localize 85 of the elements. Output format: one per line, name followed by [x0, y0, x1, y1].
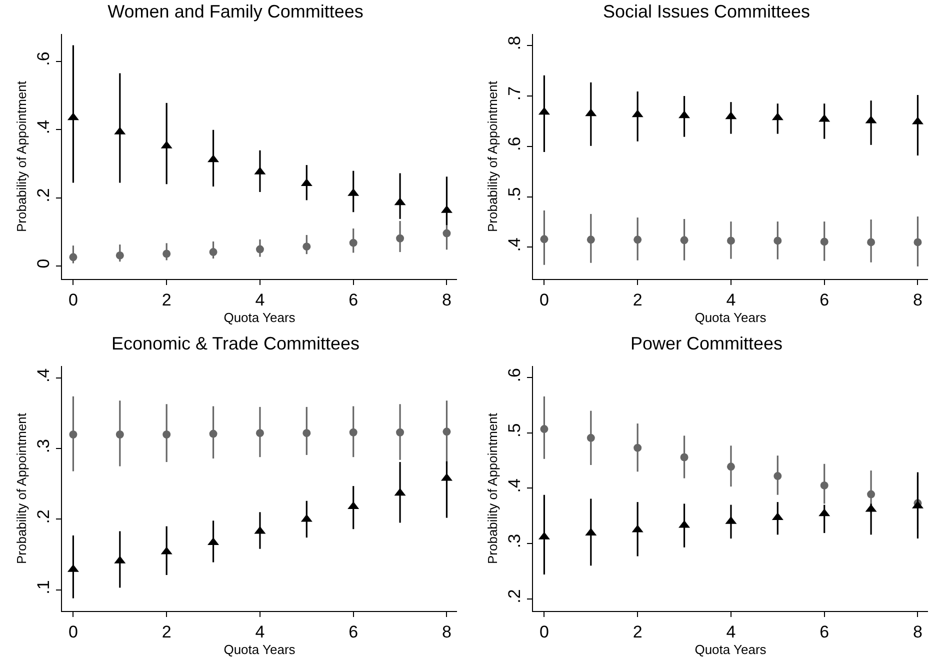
point: [540, 425, 548, 434]
point: [256, 245, 264, 254]
point: [396, 428, 404, 436]
point: [726, 462, 735, 471]
point: [69, 253, 78, 262]
x-tick-label: 0: [539, 622, 549, 642]
point: [914, 238, 922, 246]
x-tick-label: 8: [442, 290, 452, 310]
point: [820, 238, 828, 246]
point: [69, 430, 78, 438]
point: [396, 234, 404, 242]
y-tick-label: .4: [505, 478, 524, 493]
y-axis-title: Probability of Appointment: [485, 80, 500, 232]
point: [586, 434, 595, 442]
chart-title: Economic & Trade Committees: [111, 334, 360, 354]
x-tick-label: 6: [820, 622, 830, 642]
x-tick-label: 8: [912, 622, 922, 642]
x-tick-label: 4: [255, 622, 265, 642]
y-tick-label: .8: [505, 36, 524, 50]
x-axis-title: Quota Years: [694, 310, 767, 325]
point: [634, 236, 642, 244]
y-tick-label: 0: [34, 258, 54, 268]
y-tick-label: .5: [505, 423, 524, 438]
x-tick-label: 6: [820, 290, 830, 310]
point: [302, 429, 311, 438]
y-tick-label: .3: [34, 438, 54, 454]
y-tick-label: .6: [505, 136, 524, 151]
point: [162, 430, 171, 438]
point: [680, 236, 688, 244]
chart-title: Women and Family Committees: [108, 2, 364, 22]
point: [867, 238, 876, 246]
point: [680, 453, 688, 462]
point: [634, 444, 642, 452]
x-tick-label: 2: [162, 622, 172, 642]
y-tick-label: .7: [505, 86, 524, 101]
y-tick-label: .4: [505, 238, 524, 252]
point: [774, 236, 782, 245]
point: [726, 236, 735, 245]
point: [349, 238, 358, 247]
point: [442, 428, 451, 436]
point: [209, 248, 218, 256]
point: [349, 428, 358, 436]
point: [820, 481, 828, 490]
y-tick-label: .6: [34, 52, 54, 66]
x-tick-label: 0: [68, 290, 78, 310]
point: [442, 229, 451, 238]
x-tick-label: 8: [442, 622, 452, 642]
x-tick-label: 6: [348, 622, 358, 642]
y-axis-title: Probability of Appointment: [14, 412, 30, 564]
point: [540, 235, 548, 244]
point: [302, 242, 311, 251]
y-tick-label: .6: [505, 368, 524, 382]
y-axis-title: Probability of Appointment: [14, 80, 30, 232]
point: [116, 430, 124, 438]
x-axis-title: Quota Years: [224, 310, 296, 325]
y-tick-label: .3: [505, 534, 524, 548]
x-tick-label: 0: [539, 290, 549, 310]
x-tick-label: 4: [726, 290, 736, 310]
chart-title: Social Issues Committees: [602, 2, 810, 22]
x-axis-title: Quota Years: [224, 642, 296, 657]
y-tick-label: .2: [505, 589, 524, 604]
x-tick-label: 2: [162, 290, 172, 310]
point: [116, 251, 124, 260]
point: [774, 472, 782, 480]
point: [162, 250, 171, 258]
x-tick-label: 4: [255, 290, 265, 310]
y-tick-label: .1: [34, 580, 54, 594]
point: [867, 490, 876, 498]
point: [256, 429, 264, 438]
x-tick-label: 8: [912, 290, 922, 310]
y-axis-title: Probability of Appointment: [485, 412, 500, 564]
x-tick-label: 2: [632, 290, 642, 310]
x-tick-label: 2: [632, 622, 642, 642]
y-tick-label: .4: [34, 120, 54, 134]
x-tick-label: 6: [348, 290, 358, 310]
x-tick-label: 4: [726, 622, 736, 642]
point: [209, 430, 218, 438]
x-axis-title: Quota Years: [694, 642, 767, 657]
y-tick-label: .2: [34, 510, 54, 524]
y-tick-label: .5: [505, 187, 524, 202]
y-tick-label: .4: [34, 368, 54, 383]
y-tick-label: .2: [34, 188, 54, 202]
x-tick-label: 0: [68, 622, 78, 642]
chart-title: Power Committees: [630, 334, 783, 354]
point: [586, 236, 595, 244]
